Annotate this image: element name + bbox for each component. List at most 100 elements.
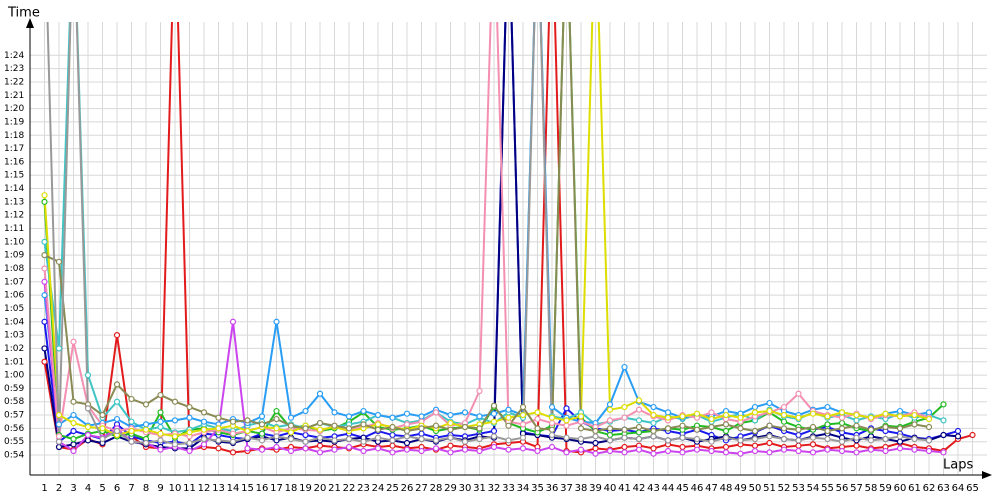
point-marker (708, 447, 715, 455)
point-marker (751, 435, 759, 443)
point-marker (563, 449, 570, 456)
point-marker (911, 421, 918, 428)
point-marker (693, 435, 701, 443)
point-marker (505, 422, 512, 429)
x-axis-title: Laps (943, 458, 973, 473)
point-marker (244, 427, 251, 435)
point-marker (577, 446, 585, 453)
point-marker (853, 442, 860, 449)
point-marker (650, 411, 657, 419)
point-marker (737, 437, 744, 444)
point-marker (940, 401, 947, 408)
x-tick-label: 57 (850, 483, 863, 494)
point-marker (302, 431, 309, 439)
point-marker (896, 433, 904, 440)
y-tick-label: 1:17 (4, 144, 24, 154)
point-marker (273, 425, 280, 432)
point-marker (664, 437, 672, 444)
point-marker (548, 443, 556, 451)
y-tick-label: 0:57 (4, 411, 24, 421)
y-tick-label: 0:55 (4, 437, 24, 447)
point-marker (113, 381, 121, 388)
point-marker (867, 437, 875, 444)
point-marker (592, 439, 599, 447)
point-marker (142, 439, 150, 447)
point-marker (41, 238, 48, 245)
point-marker (824, 413, 831, 420)
x-tick-label: 33 (502, 483, 515, 494)
y-tick-label: 1:16 (4, 157, 24, 167)
point-marker (650, 427, 657, 435)
point-marker (113, 332, 121, 339)
point-marker (374, 421, 382, 428)
point-marker (447, 434, 454, 441)
point-marker (824, 421, 831, 428)
point-marker (809, 449, 817, 456)
point-marker (447, 426, 454, 433)
point-marker (41, 252, 48, 259)
plot-area (41, 22, 976, 457)
point-marker (751, 409, 759, 416)
point-marker (795, 426, 802, 433)
point-marker (490, 410, 498, 417)
point-marker (389, 414, 396, 421)
point-marker (113, 398, 121, 405)
point-marker (505, 446, 512, 453)
point-marker (200, 426, 208, 433)
point-marker (780, 425, 788, 432)
x-tick-label: 43 (647, 483, 660, 494)
point-marker (925, 423, 933, 431)
x-tick-label: 54 (807, 483, 820, 494)
point-marker (418, 447, 425, 455)
x-tick-label: 60 (894, 483, 907, 494)
point-marker (41, 198, 48, 205)
series-line (43, 22, 959, 446)
point-marker (722, 449, 730, 456)
point-marker (302, 438, 309, 445)
y-tick-label: 1:24 (4, 51, 24, 61)
point-marker (664, 409, 672, 416)
point-marker (621, 414, 628, 421)
y-tick-label: 1:08 (4, 264, 24, 274)
y-tick-label: 1:06 (4, 291, 24, 301)
point-marker (679, 422, 686, 429)
x-tick-label: 58 (865, 483, 878, 494)
x-tick-label: 45 (676, 483, 689, 494)
point-marker (200, 418, 208, 425)
point-marker (215, 445, 222, 452)
point-marker (476, 435, 483, 443)
point-marker (838, 447, 846, 455)
x-tick-label: 8 (143, 483, 149, 494)
point-marker (447, 419, 454, 427)
point-marker (345, 443, 353, 451)
point-marker (389, 442, 396, 449)
point-marker (244, 434, 251, 441)
x-tick-label: 56 (836, 483, 849, 494)
y-tick-label: 1:07 (4, 277, 24, 287)
point-marker (925, 447, 933, 455)
point-marker (577, 418, 585, 425)
x-tick-label: 61 (908, 483, 921, 494)
point-marker (650, 433, 657, 440)
point-marker (693, 446, 701, 453)
point-marker (447, 449, 454, 456)
point-marker (432, 422, 440, 429)
y-tick-label: 0:59 (4, 384, 24, 394)
point-marker (708, 423, 715, 431)
x-tick-label: 31 (473, 483, 486, 494)
point-marker (809, 441, 817, 448)
point-marker (403, 433, 411, 440)
point-marker (171, 433, 179, 440)
point-marker (186, 403, 193, 411)
point-marker (563, 417, 570, 424)
point-marker (171, 417, 179, 424)
point-marker (751, 442, 759, 449)
point-marker (780, 446, 788, 453)
series-line (43, 22, 930, 438)
point-marker (490, 433, 498, 440)
point-marker (577, 435, 585, 443)
point-marker (722, 421, 730, 428)
point-marker (766, 422, 773, 429)
point-marker (476, 387, 483, 395)
